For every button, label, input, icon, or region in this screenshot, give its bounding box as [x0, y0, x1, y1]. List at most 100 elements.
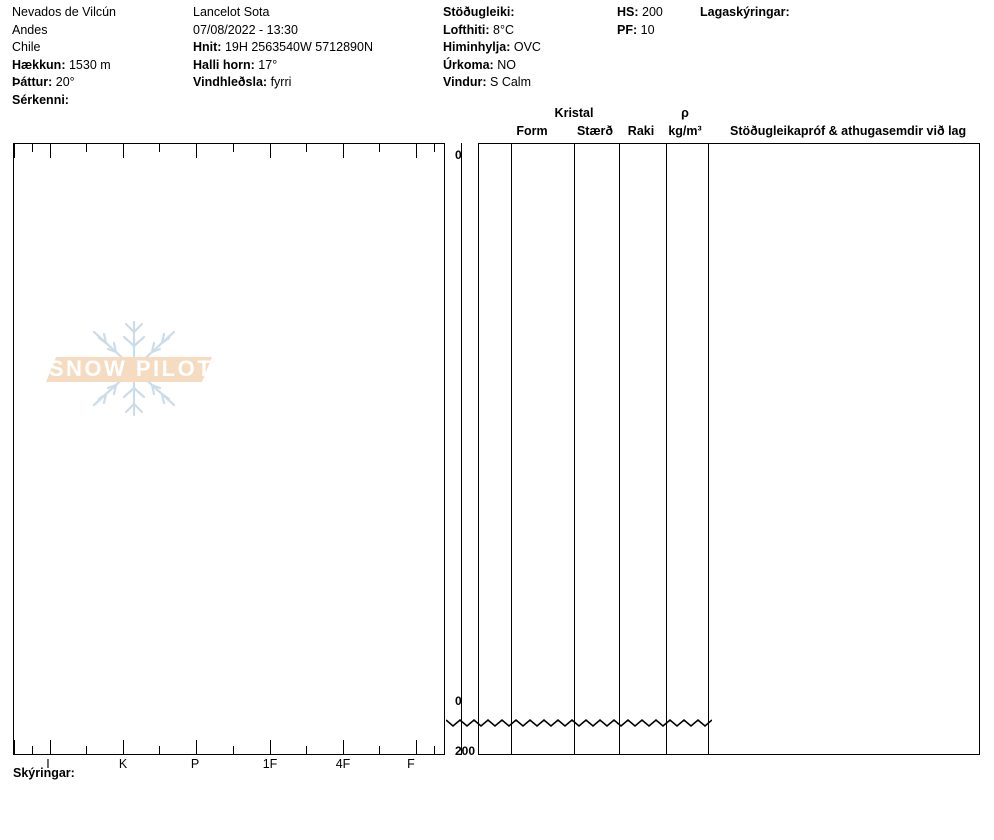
- table-column-headers: Kristal Form Stærð Raki ρ kg/m³ Stöðugleikapró…: [470, 106, 994, 143]
- location-value-1: Andes: [12, 22, 48, 37]
- weather-value-3: NO: [493, 57, 516, 72]
- location-label-3: Hækkun:: [12, 57, 66, 72]
- hardness-tick-bottom-minor-5: [379, 746, 380, 754]
- hardness-label-f: F: [407, 757, 415, 771]
- hardness-tick-major-5: [343, 144, 344, 158]
- location-line-2: Chile: [12, 39, 192, 57]
- hardness-tick-bottom-major-6: [416, 740, 417, 754]
- hardness-tick-bottom-minor-0: [32, 746, 33, 754]
- depth-label-mid: 0: [455, 694, 462, 708]
- hardness-label-i: I: [46, 757, 50, 771]
- location-label-4: Þáttur:: [12, 75, 53, 90]
- table-column-divider-2: [619, 144, 620, 754]
- column-header-raki: Raki: [627, 124, 655, 138]
- snowpack-line-0: HS: 200: [617, 4, 699, 22]
- observation-label-3: Halli horn:: [193, 57, 255, 72]
- hardness-tick-minor-2: [159, 144, 160, 152]
- location-line-1: Andes: [12, 22, 192, 40]
- observation-line-3: Halli horn: 17°: [193, 57, 438, 75]
- layer-comments-line-0: Lagaskýringar:: [700, 4, 990, 22]
- weather-line-2: Himinhylja: OVC: [443, 39, 615, 57]
- header-column-observation: Lancelot Sota 07/08/2022 - 13:30 Hnit: 19H…: [193, 4, 438, 92]
- profile-header: Nevados de Vilcún Andes Chile Hækkun: 1530 …: [0, 0, 994, 112]
- column-header-st-ugleikapr-f-athugasemdir-: Stöðugleikapróf & athugasemdir við lag: [730, 124, 967, 138]
- snow-layer-data-table: [478, 143, 980, 755]
- hardness-tick-bottom-major-3: [196, 740, 197, 754]
- snowpack-label-1: PF:: [617, 22, 638, 37]
- column-header-form: Form: [516, 124, 548, 138]
- hardness-tick-bottom-major-5: [343, 740, 344, 754]
- hardness-tick-bottom-minor-6: [434, 746, 435, 754]
- hardness-profile-plot: SNOW PILOT: [13, 143, 445, 755]
- hardness-tick-bottom-major-4: [270, 740, 271, 754]
- weather-label-2: Himinhylja:: [443, 40, 511, 55]
- hardness-tick-minor-1: [86, 144, 87, 152]
- observation-value-3: 17°: [254, 57, 278, 72]
- hardness-tick-major-0: [14, 144, 15, 158]
- observation-value-0: Lancelot Sota: [193, 5, 270, 19]
- hardness-tick-major-2: [123, 144, 124, 158]
- weather-line-4: Vindur: S Calm: [443, 74, 615, 92]
- snowpack-label-0: HS:: [617, 5, 639, 19]
- table-column-divider-3: [666, 144, 667, 754]
- observation-label-2: Hnit:: [193, 40, 222, 55]
- hardness-tick-minor-5: [379, 144, 380, 152]
- weather-label-1: Lofthiti:: [443, 22, 490, 37]
- legend-label: Skýringar:: [13, 766, 75, 780]
- observation-value-2: 19H 2563540W 5712890N: [221, 40, 373, 55]
- location-value-4: 20°: [52, 75, 75, 90]
- column-header-kristal: Kristal: [554, 106, 594, 120]
- weather-value-1: 8°C: [489, 22, 514, 37]
- hardness-tick-minor-4: [306, 144, 307, 152]
- hardness-tick-major-1: [50, 144, 51, 158]
- weather-value-2: OVC: [510, 40, 541, 55]
- location-value-3: 1530 m: [65, 57, 111, 72]
- hardness-tick-minor-6: [434, 144, 435, 152]
- hardness-tick-bottom-major-2: [123, 740, 124, 754]
- hardness-tick-minor-3: [233, 144, 234, 152]
- weather-value-4: S Calm: [486, 75, 531, 90]
- hardness-label-k: K: [118, 757, 128, 771]
- layer-comments-label-0: Lagaskýringar:: [700, 5, 790, 19]
- table-column-divider-0: [511, 144, 512, 754]
- observation-label-4: Vindhleðsla:: [193, 75, 268, 90]
- hardness-axis-labels: I K P 1F 4F F: [13, 757, 445, 775]
- hardness-tick-major-6: [416, 144, 417, 158]
- snowpack-value-0: 200: [638, 5, 663, 19]
- weather-label-3: Úrkoma:: [443, 57, 494, 72]
- header-column-location: Nevados de Vilcún Andes Chile Hækkun: 1530 …: [12, 4, 192, 110]
- hardness-label-4f: 4F: [335, 757, 351, 771]
- column-header-col: ρ: [681, 106, 689, 120]
- location-value-2: Chile: [12, 40, 41, 55]
- depth-label-bottom: 200: [455, 744, 476, 758]
- hardness-tick-major-4: [270, 144, 271, 158]
- column-header-kg-m: kg/m³: [668, 124, 702, 138]
- observation-line-4: Vindhleðsla: fyrri: [193, 74, 438, 92]
- hardness-tick-bottom-minor-2: [159, 746, 160, 754]
- column-header-st-r: Stærð: [576, 124, 614, 138]
- location-line-3: Hækkun: 1530 m: [12, 57, 192, 75]
- hardness-tick-bottom-minor-4: [306, 746, 307, 754]
- location-line-5: Sérkenni:: [12, 92, 192, 110]
- hardness-tick-bottom-minor-3: [233, 746, 234, 754]
- hardness-tick-major-3: [196, 144, 197, 158]
- hardness-tick-bottom-minor-1: [86, 746, 87, 754]
- weather-label-0: Stöðugleiki:: [443, 5, 515, 19]
- header-column-snowpack: HS: 200 PF: 10: [617, 4, 699, 39]
- location-value-0: Nevados de Vilcún: [12, 5, 117, 19]
- table-column-divider-4: [708, 144, 709, 754]
- hardness-plot-area: [14, 144, 444, 754]
- location-line-0: Nevados de Vilcún: [12, 4, 192, 22]
- hardness-tick-minor-0: [32, 144, 33, 152]
- snowpack-value-1: 10: [637, 22, 655, 37]
- header-column-layer-comments: Lagaskýringar:: [700, 4, 990, 22]
- weather-line-1: Lofthiti: 8°C: [443, 22, 615, 40]
- observation-value-4: fyrri: [267, 75, 292, 90]
- hardness-tick-bottom-major-1: [50, 740, 51, 754]
- location-line-4: Þáttur: 20°: [12, 74, 192, 92]
- weather-line-3: Úrkoma: NO: [443, 57, 615, 75]
- location-label-5: Sérkenni:: [12, 92, 69, 107]
- hardness-tick-bottom-major-0: [14, 740, 15, 754]
- observation-line-2: Hnit: 19H 2563540W 5712890N: [193, 39, 438, 57]
- observation-line-1: 07/08/2022 - 13:30: [193, 22, 438, 40]
